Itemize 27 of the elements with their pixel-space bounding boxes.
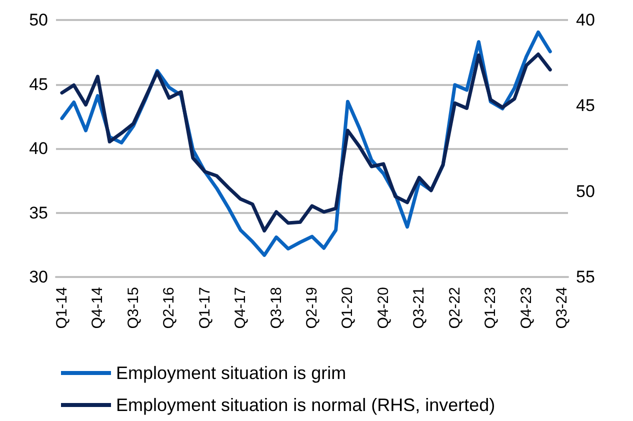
y-tick-label: 30 — [29, 268, 48, 286]
y-tick-label: 35 — [29, 203, 48, 222]
legend-label: Employment situation is grim — [116, 363, 346, 383]
x-tick-label: Q1-17 — [196, 287, 214, 329]
x-tick-label: Q4-14 — [89, 287, 106, 329]
y2-tick-label: 45 — [576, 96, 595, 116]
x-tick-label: Q2-19 — [304, 287, 320, 329]
x-tick-label: Q3-18 — [268, 287, 285, 329]
y-tick-label: 50 — [29, 10, 48, 30]
x-tick-label: Q1-14 — [53, 287, 70, 329]
y-tick-label: 45 — [29, 74, 48, 94]
x-tick-label: Q2-16 — [160, 287, 178, 329]
x-tick-label: Q1-23 — [482, 287, 500, 329]
x-tick-label: Q3-24 — [554, 287, 571, 329]
x-tick-label: Q3-21 — [410, 287, 428, 329]
y2-tick-label: 40 — [576, 10, 595, 30]
line-series — [60, 52, 552, 232]
legend-label: Employment situation is normal (RHS, inverted) — [116, 395, 496, 415]
y-tick-label: 40 — [29, 139, 48, 158]
x-tick-label: Q4-20 — [374, 287, 392, 329]
y2-tick-label: 50 — [576, 182, 595, 201]
x-tick-label: Q3-15 — [124, 287, 142, 329]
y2-tick-label: 55 — [576, 268, 595, 286]
x-tick-label: Q1-20 — [339, 287, 356, 329]
x-tick-label: Q4-23 — [518, 287, 535, 329]
x-tick-label: Q4-17 — [232, 287, 250, 329]
x-tick-label: Q2-22 — [446, 287, 464, 329]
